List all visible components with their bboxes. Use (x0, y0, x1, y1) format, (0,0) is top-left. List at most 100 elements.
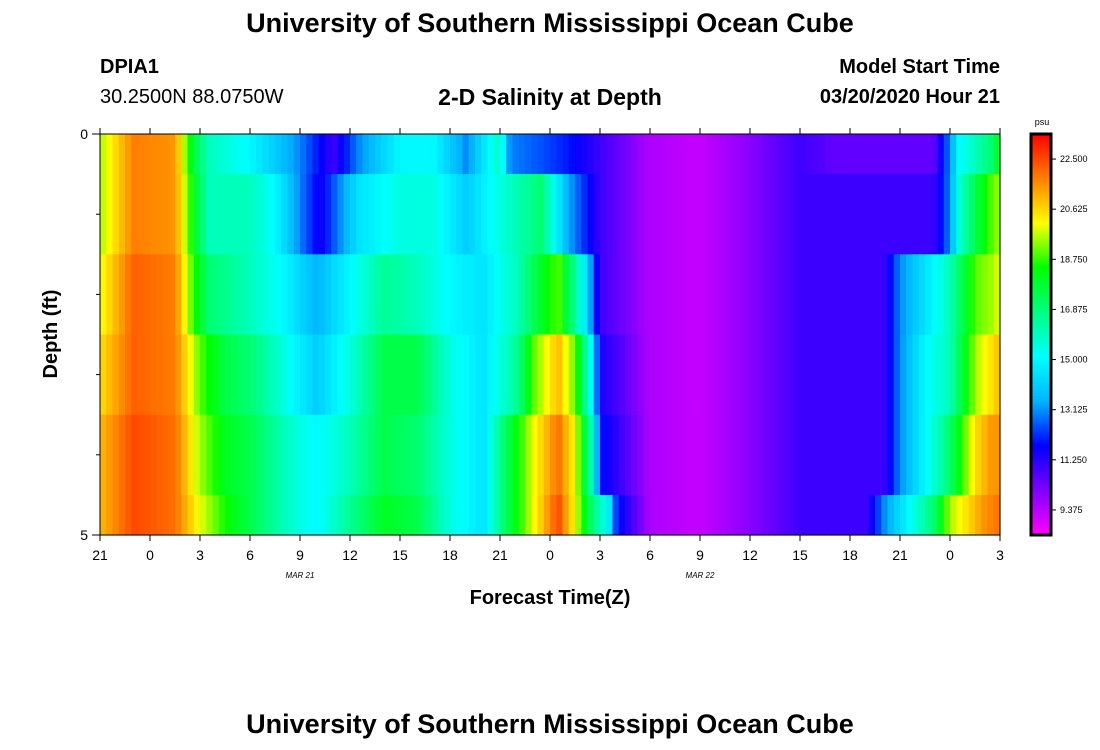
heatmap-cell (687, 174, 695, 255)
heatmap-cell (668, 254, 676, 336)
heatmap-cell (918, 334, 926, 416)
heatmap-cell (981, 134, 989, 175)
heatmap-cell (581, 494, 589, 536)
heatmap-cell (331, 174, 339, 255)
heatmap-cell (656, 254, 664, 336)
x-tick-label: 0 (546, 547, 554, 563)
heatmap-cell (468, 414, 476, 496)
heatmap-cell (437, 134, 445, 175)
heatmap-cell (806, 334, 814, 416)
heatmap-cell (756, 254, 764, 336)
heatmap-cell (800, 174, 807, 255)
heatmap-cell (637, 174, 645, 255)
heatmap-cell (818, 414, 826, 496)
heatmap-cell (537, 254, 545, 336)
heatmap-cell (325, 494, 332, 536)
heatmap-cell (387, 334, 395, 416)
heatmap-cell (656, 494, 664, 536)
heatmap-cell (587, 254, 595, 336)
heatmap-cell (118, 134, 126, 175)
heatmap-cell (931, 174, 939, 255)
heatmap-cell (518, 494, 526, 536)
heatmap-cell (437, 494, 445, 536)
heatmap-cell (968, 134, 976, 175)
x-tick-label: 15 (392, 547, 408, 563)
heatmap-cell (281, 334, 289, 416)
heatmap-cell (756, 134, 764, 175)
heatmap-cell (481, 334, 489, 416)
heatmap-cell (606, 494, 614, 536)
heatmap-cell (543, 254, 551, 336)
heatmap-cell (143, 254, 151, 336)
heatmap-cell (718, 414, 726, 496)
heatmap-cell (962, 174, 970, 255)
heatmap-cell (331, 254, 339, 336)
heatmap-cell (150, 334, 157, 416)
heatmap-cell (406, 414, 414, 496)
heatmap-cell (756, 174, 764, 255)
heatmap-cell (112, 414, 120, 496)
colorbar: psu 22.500 20.625 18.750 16.875 15.000 13.125… (1029, 117, 1088, 537)
heatmap-cell (550, 134, 557, 175)
y-tick-label: 5 (80, 527, 88, 543)
heatmap-cell (612, 494, 620, 536)
heatmap-cell (475, 134, 482, 175)
heatmap-cell (562, 334, 570, 416)
heatmap-cell (168, 334, 176, 416)
heatmap-cell (706, 254, 714, 336)
heatmap-cell (281, 134, 289, 175)
heatmap-cell (712, 494, 720, 536)
heatmap-cell (525, 254, 532, 336)
heatmap-cell (500, 334, 507, 416)
heatmap-cell (600, 254, 607, 336)
heatmap-cell (306, 494, 314, 536)
heatmap-cell (987, 494, 995, 536)
heatmap-cell (337, 254, 345, 336)
heatmap-cell (806, 174, 814, 255)
heatmap-cell (462, 174, 470, 255)
heatmap-cell (275, 414, 282, 496)
x-tick-label: 18 (842, 547, 858, 563)
heatmap-cell (162, 134, 170, 175)
heatmap-cell (993, 334, 1001, 416)
heatmap-cell (956, 414, 964, 496)
heatmap-cell (475, 254, 482, 336)
heatmap-cell (750, 254, 757, 336)
heatmap-cell (243, 254, 251, 336)
heatmap-cell (225, 134, 232, 175)
heatmap-cell (156, 254, 164, 336)
heatmap-cell (806, 414, 814, 496)
heatmap-cell (300, 174, 307, 255)
heatmap-cell (600, 414, 607, 496)
heatmap-cell (106, 334, 114, 416)
heatmap-cell (143, 414, 151, 496)
heatmap-cell (912, 414, 920, 496)
heatmap-cell (656, 134, 664, 175)
heatmap-cell (368, 134, 376, 175)
heatmap-cell (800, 134, 807, 175)
heatmap-cell (375, 494, 382, 536)
heatmap-cell (431, 134, 439, 175)
heatmap-cell (675, 254, 682, 336)
heatmap-cell (368, 334, 376, 416)
heatmap-cell (625, 414, 632, 496)
heatmap-cell (493, 494, 501, 536)
heatmap-cell (125, 174, 132, 255)
heatmap-cell (125, 134, 132, 175)
heatmap-cell (262, 414, 270, 496)
heatmap-cell (856, 134, 864, 175)
heatmap-cell (375, 334, 382, 416)
heatmap-cell (425, 134, 432, 175)
heatmap-cell (468, 174, 476, 255)
heatmap-cell (431, 414, 439, 496)
heatmap-cell (187, 134, 195, 175)
station-coordinates: 30.2500N 88.0750W (100, 86, 284, 108)
heatmap-cell (262, 254, 270, 336)
heatmap-cell (656, 174, 664, 255)
heatmap-cell (456, 414, 464, 496)
heatmap-cell (125, 334, 132, 416)
heatmap-cell (375, 414, 382, 496)
heatmap-cell (606, 414, 614, 496)
heatmap-cell (750, 174, 757, 255)
heatmap-cell (387, 174, 395, 255)
